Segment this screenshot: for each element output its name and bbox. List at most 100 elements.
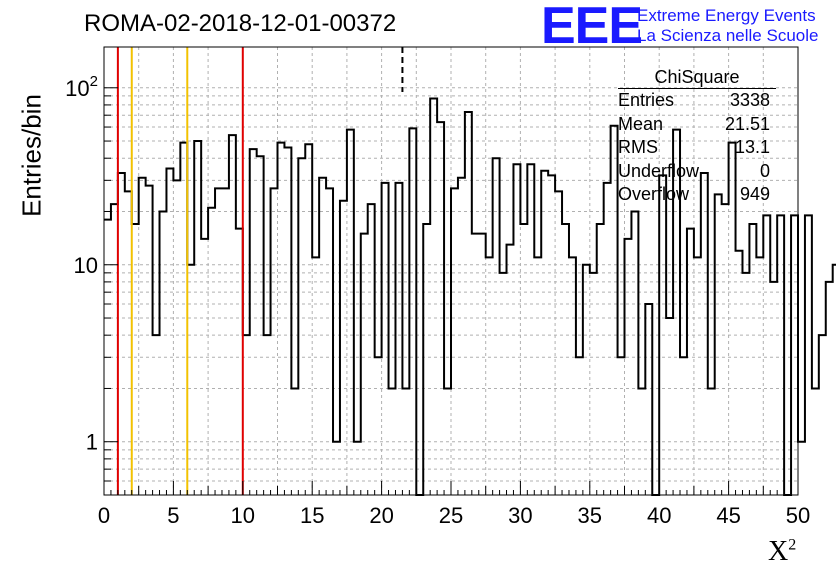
histogram-bin [333,442,340,495]
x-tick-label: 15 [300,503,324,528]
histogram-bin [208,208,215,495]
histogram-bin [770,282,777,495]
histogram-bin [347,130,354,495]
x-tick-label: 40 [647,503,671,528]
x-axis-label-base: X [768,536,789,567]
histogram-bin [736,251,743,495]
histogram-bin [402,388,409,495]
histogram-bin [798,442,805,495]
histogram-bin [548,175,555,495]
histogram-bin [423,224,430,495]
x-tick-label: 45 [716,503,740,528]
histogram-bin [569,257,576,495]
histogram-bin [278,143,285,495]
histogram-bin [444,388,451,495]
histogram-bin [375,357,382,495]
histogram-bin [125,191,132,495]
histogram-bin [146,186,153,495]
stats-label: Overflow [618,184,690,204]
histogram-bin [437,122,444,495]
histogram-bin [507,245,514,495]
x-tick-label: 35 [578,503,602,528]
y-tick-label-base: 10 [65,76,89,101]
stats-value: 13.1 [734,137,770,157]
histogram-bin [500,273,507,495]
histogram-bin [812,388,819,495]
y-tick-label-superscript: 2 [90,73,98,90]
histogram-bin [458,178,465,495]
histogram-bin [541,171,548,495]
histogram-bin [173,180,180,495]
histogram-bin [382,183,389,495]
histogram-bin [749,224,756,495]
chart-title: ROMA-02-2018-12-01-00372 [84,10,397,37]
histogram-bin [631,211,638,495]
histogram-bin [756,257,763,495]
histogram-bin [465,112,472,495]
stats-box: ChiSquare Entries 3338 Mean 21.51 RMS 13… [612,66,776,207]
stats-row-overflow: Overflow 949 [612,183,776,207]
histogram-bin [659,175,666,495]
histogram-bin [395,183,402,495]
histogram-bin [562,224,569,495]
histogram-bin [625,239,632,495]
x-tick-label: 10 [231,503,255,528]
histogram-bin [708,388,715,495]
histogram-bin [229,135,236,495]
histogram-bin [250,149,257,495]
stats-value: 21.51 [724,113,770,134]
histogram-bin [520,224,527,495]
histogram-bin [298,158,305,495]
histogram-bin [805,215,812,495]
x-tick-label: 5 [167,503,179,528]
histogram-bin [826,282,833,495]
histogram-bin [389,388,396,495]
histogram-bin [340,201,347,495]
x-tick-label: 30 [508,503,532,528]
x-tick-label: 0 [98,503,110,528]
histogram-bin [215,188,222,495]
histogram-bin [687,229,694,495]
logo-mark: EEE [541,0,643,55]
stats-label: RMS [618,137,658,157]
histogram-outline [104,97,836,496]
histogram-bin [264,335,271,495]
histogram-bin [284,147,291,495]
histogram-bin [791,215,798,495]
stats-label: Underflow [618,160,700,181]
histogram-bin [132,224,139,495]
histogram-bin [139,178,146,495]
histogram-bin [479,234,486,495]
histogram-bin [160,211,167,495]
stats-value: 949 [739,184,770,204]
histogram-bin [354,442,361,495]
x-tick-label: 20 [369,503,393,528]
histogram-bin [604,183,611,495]
histogram-bin [312,257,319,495]
stats-row-underflow: Underflow 0 [612,160,776,184]
stats-value: 3338 [729,90,770,110]
logo-line-2: La Scienza nelle Scuole [637,26,819,45]
histogram-bin [201,239,208,495]
x-axis-label: X2 [768,536,796,568]
histogram-bin [493,158,500,495]
histogram-bin [777,215,784,495]
stats-row-mean: Mean 21.51 [612,113,776,137]
histogram-bin [527,164,534,495]
histogram-bin [180,143,187,495]
histogram-bin [430,98,437,495]
histogram-bin [763,215,770,495]
histogram-bin [361,234,368,495]
y-tick-label: 102 [65,73,98,101]
histogram-bin [715,194,722,495]
stats-row-entries: Entries 3338 [612,89,776,113]
histogram-bin [194,141,201,495]
histogram-bin [597,224,604,495]
histogram-bin [590,273,597,495]
histogram-bin [187,265,194,495]
histogram-bin [257,156,264,495]
histogram-bin [819,335,826,495]
histogram-bin [472,234,479,495]
histogram-bin [451,188,458,495]
